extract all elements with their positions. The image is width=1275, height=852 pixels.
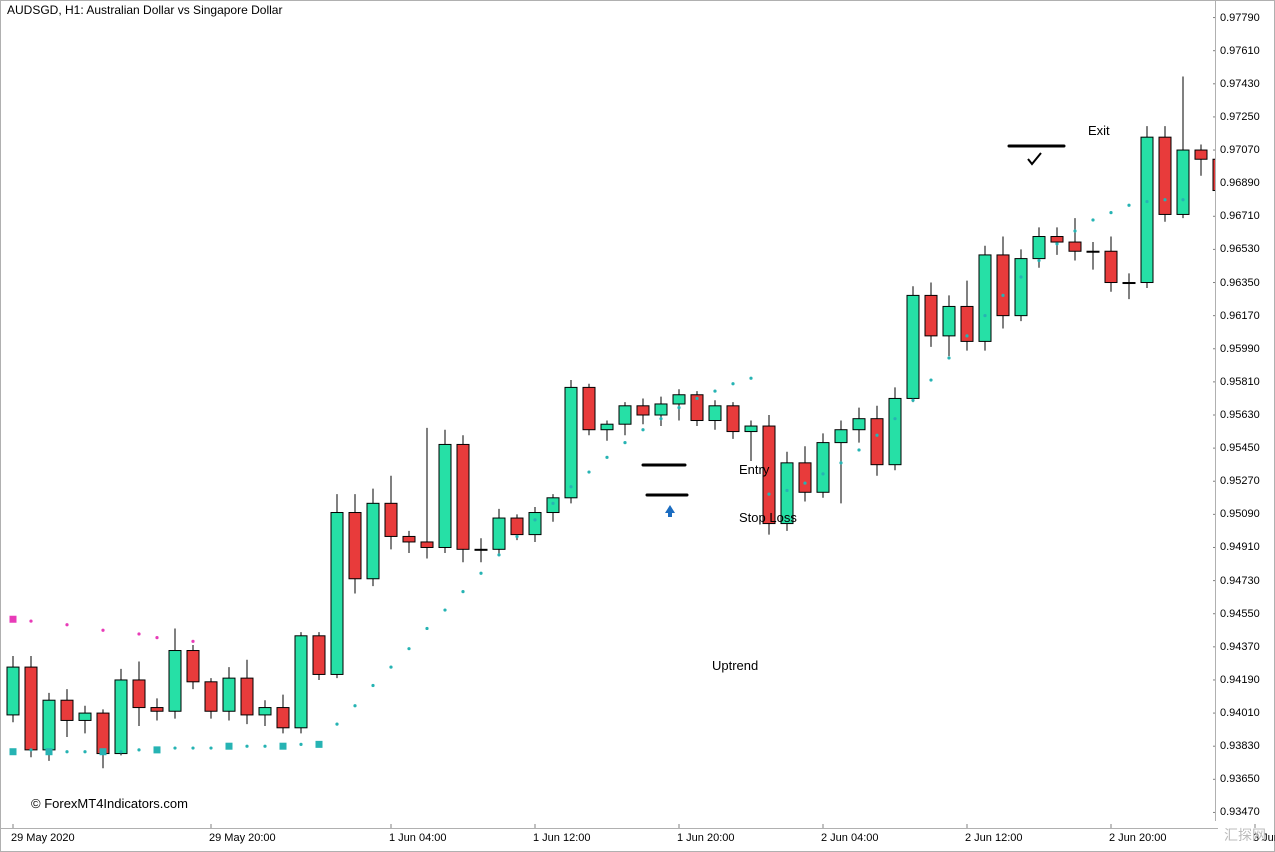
- y-tick-label: 0.95270: [1220, 475, 1260, 487]
- x-tick-label: 1 Jun 20:00: [677, 832, 735, 844]
- y-tick-label: 0.96530: [1220, 243, 1260, 255]
- y-tick-label: 0.94550: [1220, 608, 1260, 620]
- x-tick-label: 2 Jun 12:00: [965, 832, 1023, 844]
- y-tick-label: 0.97070: [1220, 144, 1260, 156]
- y-tick-label: 0.97790: [1220, 12, 1260, 24]
- y-tick-label: 0.96890: [1220, 177, 1260, 189]
- annotation-label: Stop Loss: [739, 510, 797, 525]
- x-tick-label: 1 Jun 12:00: [533, 832, 591, 844]
- price-axis: 0.97790 0.97610 0.97430 0.97250 0.97070 0.968…: [1215, 1, 1274, 821]
- annotation-label: Exit: [1088, 123, 1110, 138]
- y-tick-label: 0.95090: [1220, 508, 1260, 520]
- y-tick-label: 0.96350: [1220, 277, 1260, 289]
- copyright-text: © ForexMT4Indicators.com: [31, 796, 188, 811]
- chart-container: AUDSGD, H1: Australian Dollar vs Singapo…: [0, 0, 1275, 852]
- x-tick-label: 1 Jun 04:00: [389, 832, 447, 844]
- y-tick-label: 0.95810: [1220, 376, 1260, 388]
- y-tick-label: 0.93830: [1220, 740, 1260, 752]
- x-tick-label: 29 May 20:00: [209, 832, 276, 844]
- x-tick-label: 29 May 2020: [11, 832, 75, 844]
- time-axis: 29 May 2020 29 May 20:00 1 Jun 04:00 1 Jun …: [1, 828, 1218, 851]
- x-tick-label: 2 Jun 04:00: [821, 832, 879, 844]
- y-tick-label: 0.94730: [1220, 575, 1260, 587]
- annotation-label: Uptrend: [712, 658, 758, 673]
- y-tick-label: 0.97430: [1220, 78, 1260, 90]
- y-tick-label: 0.93650: [1220, 773, 1260, 785]
- watermark-text: 汇探网: [1224, 825, 1266, 845]
- price-chart[interactable]: [1, 1, 1275, 852]
- y-tick-label: 0.94370: [1220, 641, 1260, 653]
- y-tick-label: 0.93470: [1220, 806, 1260, 818]
- x-tick-label: 2 Jun 20:00: [1109, 832, 1167, 844]
- y-tick-label: 0.94910: [1220, 541, 1260, 553]
- annotation-label: Entry: [739, 462, 769, 477]
- y-tick-label: 0.96170: [1220, 310, 1260, 322]
- y-tick-label: 0.95990: [1220, 343, 1260, 355]
- y-tick-label: 0.95450: [1220, 442, 1260, 454]
- y-tick-label: 0.94010: [1220, 707, 1260, 719]
- y-tick-label: 0.97610: [1220, 45, 1260, 57]
- y-tick-label: 0.97250: [1220, 111, 1260, 123]
- y-tick-label: 0.95630: [1220, 409, 1260, 421]
- y-tick-label: 0.94190: [1220, 674, 1260, 686]
- y-tick-label: 0.96710: [1220, 210, 1260, 222]
